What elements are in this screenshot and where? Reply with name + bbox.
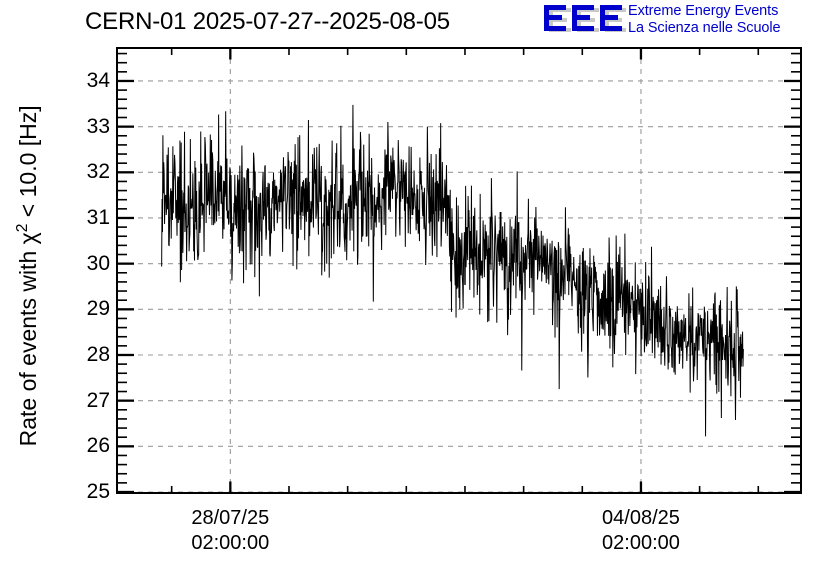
- axis-ticks: [118, 49, 800, 492]
- rate-time-series: [118, 49, 800, 492]
- x-axis-tick-label: 04/08/25 02:00:00: [602, 506, 680, 556]
- y-axis-title: Rate of events with χ2 < 10.0 [Hz]: [14, 16, 42, 536]
- y-axis-tick-label: 25: [86, 480, 110, 503]
- eee-logo-line-1: Extreme Energy Events: [628, 3, 779, 19]
- plot-frame: [116, 47, 802, 494]
- y-axis-tick-label: 31: [86, 205, 110, 229]
- page-title: CERN-01 2025-07-27--2025-08-05: [85, 8, 450, 35]
- x-axis-tick-labels: 28/07/25 02:00:00 04/08/25 02:00:00: [0, 506, 836, 566]
- y-axis-tick-label: 29: [86, 297, 110, 321]
- y-axis-title-suffix: < 10.0 [Hz]: [14, 105, 41, 224]
- y-axis-tick-label: 32: [86, 160, 110, 184]
- y-axis-tick-label: 33: [86, 114, 110, 138]
- eee-logo-mark-icon: [544, 5, 626, 32]
- y-axis-title-chi: χ: [14, 232, 41, 245]
- y-axis-title-exponent: 2: [14, 223, 32, 233]
- x-axis-tick-time: 02:00:00: [191, 532, 270, 554]
- y-axis-tick-label: 30: [86, 251, 110, 275]
- x-axis-tick-label: 28/07/25 02:00:00: [191, 506, 269, 556]
- x-axis-tick-time: 02:00:00: [602, 532, 680, 554]
- x-axis-tick-date: 04/08/25: [602, 507, 680, 529]
- y-axis-tick-labels: 25 26 27 28 29 30 31 32 33 34: [66, 0, 110, 572]
- eee-logo-text: Extreme Energy Events La Scienza nelle S…: [628, 3, 834, 37]
- y-axis-tick-label: 34: [86, 68, 110, 92]
- eee-logo-line-2: La Scienza nelle Scuole: [628, 20, 781, 36]
- x-axis-tick-date: 28/07/25: [191, 507, 270, 529]
- plot-area: [118, 49, 800, 492]
- y-axis-title-prefix: Rate of events with: [14, 244, 41, 447]
- y-axis-tick-label: 28: [86, 342, 110, 366]
- y-axis-tick-label: 27: [86, 388, 110, 412]
- eee-logo: Extreme Energy Events La Scienza nelle S…: [542, 2, 834, 40]
- y-axis-tick-label: 26: [86, 434, 110, 458]
